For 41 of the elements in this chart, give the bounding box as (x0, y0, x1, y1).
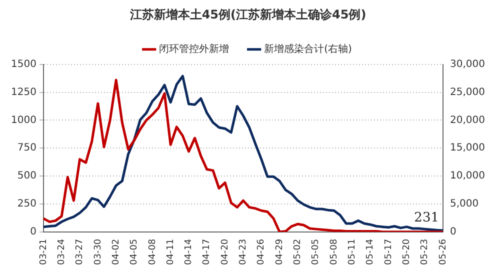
x-tick-label: 04-23 (238, 238, 249, 266)
x-tick-label: 04-29 (274, 238, 285, 266)
y-tick-label: 1250 (10, 86, 36, 98)
x-tick-label: 05-17 (384, 238, 394, 266)
y2-tick-label: 25,000 (450, 86, 486, 98)
x-tick-label: 05-20 (402, 238, 412, 266)
legend-label: 闭环管控外新增 (159, 42, 230, 55)
x-tick-label: 05-05 (311, 238, 322, 266)
x-tick-label: 05-02 (293, 238, 304, 266)
x-tick-label: 03-30 (93, 238, 104, 266)
x-tick-label: 04-26 (256, 238, 267, 266)
x-tick-label: 04-05 (130, 238, 140, 266)
chart-title: 江苏新增本土45例(江苏新增本土确诊45例) (128, 7, 366, 22)
y2-tick-label: 0 (450, 226, 456, 238)
y-tick-label: 250 (17, 198, 36, 210)
x-tick-label: 05-26 (438, 238, 448, 266)
x-tick-label: 05-08 (329, 238, 340, 266)
y-tick-label: 0 (30, 226, 36, 238)
x-tick-label: 04-11 (166, 238, 176, 266)
x-tick-label: 04-08 (148, 238, 158, 266)
x-tick-label: 04-02 (111, 238, 122, 266)
x-tick-label: 03-21 (38, 238, 49, 266)
annotation: 231 (414, 210, 440, 226)
x-tick-label: 04-17 (202, 238, 212, 266)
y2-tick-label: 20,000 (450, 114, 486, 126)
x-tick-label: 04-14 (184, 238, 194, 266)
y2-tick-label: 30,000 (450, 58, 486, 70)
y-tick-label: 750 (17, 142, 36, 154)
y-tick-label: 500 (17, 170, 36, 182)
x-tick-label: 03-24 (56, 238, 67, 266)
x-tick-label: 05-23 (420, 238, 430, 266)
x-tick-label: 05-11 (348, 238, 358, 266)
legend-label: 新增感染合计(右轴) (264, 42, 352, 55)
x-tick-label: 03-27 (75, 238, 86, 266)
y2-tick-label: 10,000 (450, 170, 486, 182)
y2-tick-label: 15,000 (450, 142, 486, 154)
y2-tick-label: 5,000 (450, 198, 479, 210)
x-tick-label: 04-20 (220, 238, 230, 266)
y-tick-label: 1000 (10, 114, 36, 126)
x-tick-label: 05-14 (366, 238, 376, 266)
y-tick-label: 1500 (10, 58, 36, 70)
